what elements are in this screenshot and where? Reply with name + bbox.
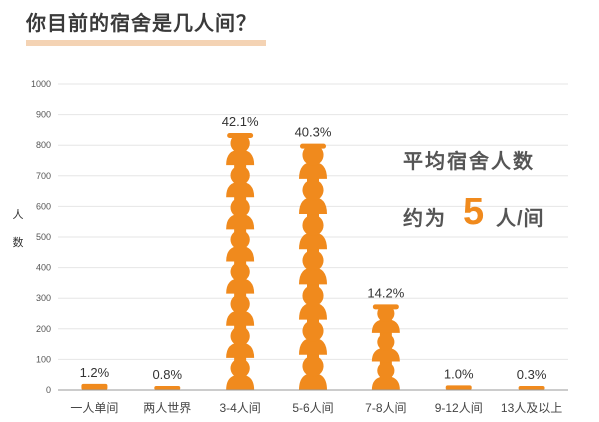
x-tick-label: 5-6人间 [292,401,333,415]
bar [445,385,472,390]
data-labels: 1.2% 0.8% 42.1% 40.3% 14.2% 1.0% 0.3% [80,114,547,382]
bars [81,132,545,390]
bar [226,132,255,390]
bar [81,383,108,390]
y-tick-label: 200 [36,324,51,334]
x-axis-ticks: 一人单间 两人世界 3-4人间 5-6人间 7-8人间 9-12人间 13人及以上 [70,401,562,415]
y-tick-label: 700 [36,171,51,181]
bar [299,143,327,390]
bar [154,386,181,390]
y-tick-label: 300 [36,293,51,303]
y-axis-label: 人数 [13,208,24,249]
average-label-line1: 平均宿舍人数 [403,151,535,173]
data-label: 0.8% [152,367,182,382]
y-tick-label: 500 [36,232,51,242]
data-label: 1.0% [444,366,474,381]
y-tick-label: 400 [36,263,51,273]
x-tick-label: 一人单间 [70,401,118,415]
average-label-suffix: 人/间 [496,208,545,230]
x-tick-label: 3-4人间 [219,401,260,415]
x-tick-label: 两人世界 [143,401,191,415]
y-tick-label: 900 [36,110,51,120]
data-label: 1.2% [80,365,110,380]
y-tick-label: 1000 [31,79,51,89]
data-label: 40.3% [295,125,332,140]
average-label-prefix: 约为 [403,208,447,230]
data-label: 0.3% [517,367,547,382]
data-label: 14.2% [367,285,404,300]
y-tick-label: 0 [46,385,51,395]
x-tick-label: 13人及以上 [501,401,562,415]
y-tick-label: 800 [36,140,51,150]
y-tick-label: 100 [36,354,51,364]
bar [371,304,400,390]
x-tick-label: 9-12人间 [435,401,483,415]
y-axis-ticks: 0 100 200 300 400 500 600 700 800 900 1000 [31,79,51,395]
average-number: 5 [463,191,485,233]
x-tick-label: 7-8人间 [365,401,406,415]
data-label: 42.1% [222,114,259,129]
y-tick-label: 600 [36,201,51,211]
bar [518,386,545,390]
title-underline [26,40,266,46]
page-title: 你目前的宿舍是几人间？ [26,13,257,35]
